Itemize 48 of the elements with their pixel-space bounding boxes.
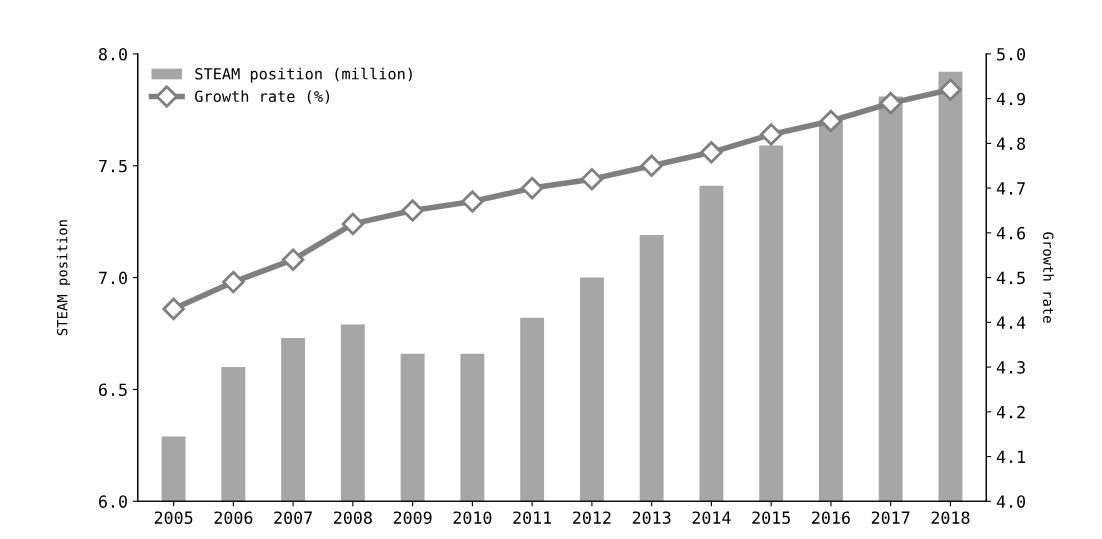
point: [341, 212, 365, 236]
legend-label: Growth rate (%): [195, 90, 330, 104]
point: [819, 109, 843, 133]
x-tick-label: 2018: [931, 511, 970, 524]
x-tick-label: 2011: [513, 511, 552, 524]
y2-tick-label: 4.9: [996, 92, 1025, 106]
x-tick-label: 2006: [214, 511, 253, 524]
point: [520, 176, 544, 200]
y2-tick-label: 4.2: [996, 405, 1025, 419]
x-tick-label: 2008: [334, 511, 372, 524]
x-tick-label: 2007: [274, 511, 312, 524]
y-tick-label: 6.0: [99, 495, 127, 508]
x-tick-label: 2005: [154, 511, 193, 524]
x-tick-label: 2016: [812, 511, 850, 524]
x-tick-label: 2010: [453, 511, 492, 524]
y-axis-title: STEAM position: [56, 220, 71, 336]
point: [580, 167, 604, 191]
x-tick-label: 2013: [632, 511, 671, 524]
y-tick-label: 6.5: [99, 383, 127, 397]
y2-tick-label: 4.0: [996, 495, 1026, 508]
x-tick-label: 2015: [752, 511, 790, 524]
point: [759, 123, 783, 146]
y2-tick-label: 4.5: [996, 271, 1025, 285]
point: [162, 297, 185, 321]
x-tick-label: 2009: [393, 511, 432, 524]
y-tick-label: 7.0: [99, 271, 127, 285]
x-tick-label: 2014: [692, 511, 731, 524]
y2-tick-label: 4.7: [996, 182, 1025, 195]
x-tick-label: 2017: [871, 511, 910, 524]
y2-tick-label: 5.0: [997, 47, 1026, 61]
legend-label: STEAM position (million): [195, 67, 412, 83]
point: [939, 78, 962, 101]
point: [461, 190, 484, 213]
point: [222, 270, 245, 294]
y2-tick-label: 4.6: [996, 226, 1026, 240]
y-tick-label: 7.5: [99, 159, 127, 173]
y2-tick-label: 4.3: [996, 361, 1025, 374]
point: [401, 199, 424, 222]
y2-axis-title: Growth rate: [1043, 232, 1054, 323]
y2-tick-label: 4.4: [996, 316, 1026, 329]
point: [700, 141, 723, 164]
point: [640, 154, 663, 177]
point: [879, 91, 902, 115]
y-tick-label: 8.0: [98, 47, 127, 61]
y2-tick-label: 4.8: [996, 137, 1026, 150]
point: [281, 248, 305, 271]
x-tick-label: 2012: [573, 511, 611, 524]
y2-tick-label: 4.1: [996, 450, 1025, 463]
